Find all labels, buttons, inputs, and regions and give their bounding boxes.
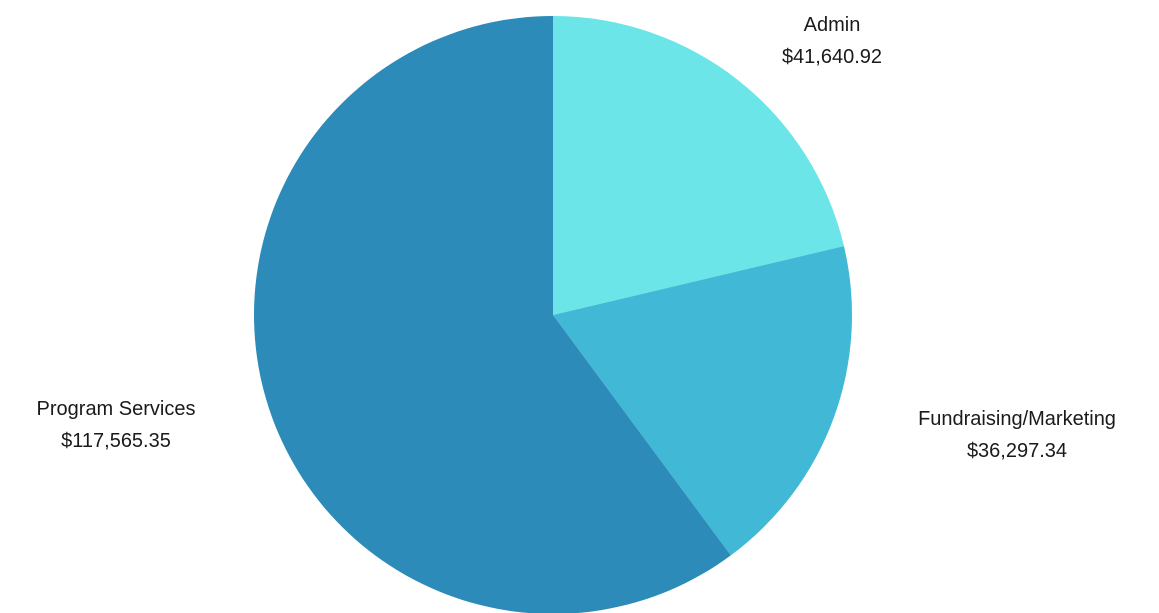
pie-slice-fundraising-marketing xyxy=(553,246,852,556)
label-admin: Admin $41,640.92 xyxy=(782,14,882,68)
pie-slice-admin xyxy=(553,16,844,315)
pie-slice-program-services xyxy=(254,16,731,613)
label-fundraising-marketing: Fundraising/Marketing $36,297.34 xyxy=(918,408,1116,462)
slice-name-label: Program Services xyxy=(37,398,196,420)
slice-value-label: $41,640.92 xyxy=(782,46,882,68)
slice-value-label: $36,297.34 xyxy=(967,440,1067,462)
slice-name-label: Fundraising/Marketing xyxy=(918,408,1116,430)
slice-name-label: Admin xyxy=(804,14,861,36)
pie-slices xyxy=(254,16,852,613)
slice-value-label: $117,565.35 xyxy=(61,430,171,452)
label-program-services: Program Services $117,565.35 xyxy=(37,398,196,452)
